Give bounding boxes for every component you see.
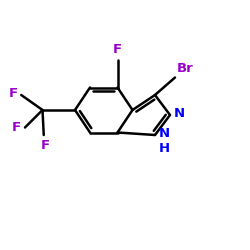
Text: H: H <box>159 142 170 155</box>
Text: N: N <box>174 107 185 120</box>
Text: F: F <box>8 87 18 100</box>
Text: F: F <box>113 43 122 56</box>
Text: F: F <box>40 139 50 152</box>
Text: N: N <box>159 127 170 140</box>
Text: Br: Br <box>176 62 193 75</box>
Text: F: F <box>12 121 21 134</box>
